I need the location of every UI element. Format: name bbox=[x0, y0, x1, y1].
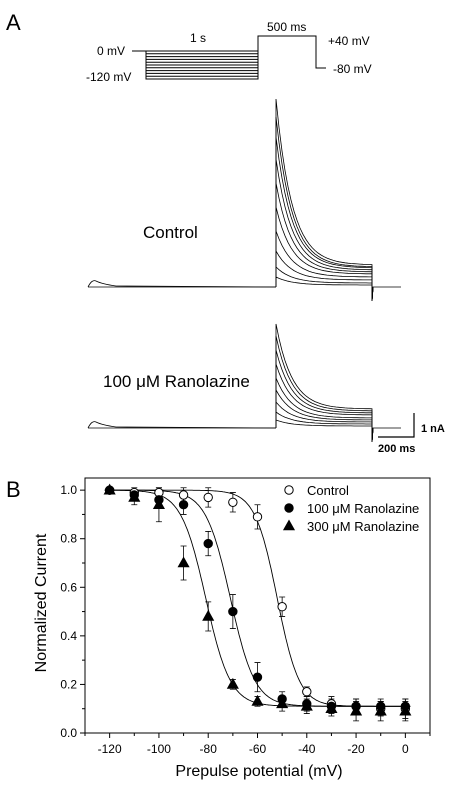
data-point bbox=[276, 697, 289, 709]
y-tick-label: 1.0 bbox=[60, 483, 77, 497]
current-trace bbox=[275, 182, 374, 302]
control-trace-label: Control bbox=[143, 223, 198, 242]
inactivation-chart: -120 -100 -80 -60 -40 -20 00.00.20.40.60.81.0 … bbox=[60, 477, 431, 756]
data-point bbox=[350, 704, 363, 716]
panel-a-label: A bbox=[6, 10, 21, 35]
current-trace bbox=[275, 206, 374, 302]
protocol-v-test-label: +40 mV bbox=[328, 34, 370, 48]
y-tick-label: 0.6 bbox=[60, 580, 77, 594]
legend-marker bbox=[282, 519, 296, 531]
scale-bar bbox=[378, 413, 415, 438]
x-tick-label: -60 bbox=[249, 742, 267, 756]
protocol-dur1-label: 1 s bbox=[190, 31, 206, 45]
legend-label: 300 μM Ranolazine bbox=[307, 519, 419, 534]
data-point bbox=[128, 490, 141, 502]
data-point bbox=[202, 609, 215, 621]
legend-marker bbox=[284, 503, 294, 513]
data-point bbox=[226, 677, 239, 689]
current-trace bbox=[275, 158, 374, 302]
x-tick-label: -20 bbox=[347, 742, 365, 756]
y-tick-label: 0.4 bbox=[60, 629, 77, 643]
chart-axes: -120 -100 -80 -60 -40 -20 0 0.0 0.2 0.4 0.6 0.8 1.0 bbox=[60, 477, 431, 756]
data-point bbox=[103, 483, 116, 495]
current-trace bbox=[275, 388, 374, 443]
protocol-v-hold-label: 0 mV bbox=[97, 44, 125, 58]
current-trace bbox=[275, 377, 374, 443]
legend-label: 100 μM Ranolazine bbox=[307, 501, 419, 516]
data-point bbox=[178, 500, 189, 510]
data-point bbox=[300, 699, 313, 711]
y-tick-label: 0.8 bbox=[60, 532, 77, 546]
x-tick-label: -100 bbox=[147, 742, 171, 756]
protocol-prepulse-steps bbox=[146, 50, 258, 80]
data-point bbox=[302, 687, 312, 697]
data-point bbox=[203, 492, 213, 503]
data-point bbox=[177, 556, 190, 568]
protocol-step-outline bbox=[132, 35, 326, 80]
current-trace bbox=[275, 276, 374, 302]
current-trace bbox=[275, 363, 374, 443]
current-trace bbox=[275, 116, 374, 302]
y-axis-label: Normalized Current bbox=[33, 533, 50, 672]
x-tick-label: 0 bbox=[402, 742, 409, 756]
legend-marker bbox=[284, 485, 294, 495]
y-tick-label: 0.0 bbox=[60, 726, 77, 740]
scale-bar-lines bbox=[378, 413, 415, 438]
data-point bbox=[374, 704, 387, 716]
data-point bbox=[252, 672, 263, 682]
current-trace bbox=[275, 323, 374, 443]
current-trace bbox=[275, 349, 374, 443]
y-tick-label: 0.2 bbox=[60, 677, 77, 691]
ranolazine-current-traces bbox=[87, 323, 401, 443]
panel-b-label: B bbox=[6, 477, 21, 502]
data-point bbox=[325, 702, 338, 714]
control-current-traces bbox=[87, 98, 401, 302]
legend-label: Control bbox=[307, 483, 349, 498]
protocol-v-min-label: -120 mV bbox=[86, 70, 131, 84]
chart-data-points bbox=[103, 483, 412, 722]
chart-legend: Control 100 μM Ranolazine 300 μM Ranolazin… bbox=[282, 483, 419, 534]
data-point bbox=[228, 606, 238, 617]
current-trace bbox=[275, 411, 374, 443]
scale-bar-current-label: 1 nA bbox=[421, 423, 445, 435]
data-point bbox=[251, 694, 264, 706]
protocol-dur2-label: 500 ms bbox=[267, 20, 306, 34]
current-trace bbox=[275, 419, 374, 443]
data-point bbox=[203, 538, 213, 549]
data-point bbox=[228, 497, 238, 507]
voltage-protocol bbox=[132, 35, 326, 80]
data-point bbox=[152, 498, 165, 510]
scale-bar-time-label: 200 ms bbox=[378, 443, 415, 455]
ranolazine-trace-label: 100 μM Ranolazine bbox=[103, 372, 250, 391]
data-point bbox=[252, 512, 263, 522]
x-axis-label: Prepulse potential (mV) bbox=[175, 763, 342, 780]
current-trace bbox=[275, 335, 374, 443]
current-trace bbox=[275, 400, 374, 443]
data-point bbox=[399, 704, 412, 716]
current-trace bbox=[275, 136, 374, 302]
current-trace bbox=[275, 266, 374, 302]
trace-prepulse-transient bbox=[87, 421, 277, 429]
current-trace bbox=[275, 98, 374, 302]
x-tick-label: -120 bbox=[98, 742, 122, 756]
x-tick-label: -40 bbox=[298, 742, 316, 756]
data-point bbox=[277, 602, 287, 612]
protocol-v-return-label: -80 mV bbox=[333, 62, 372, 76]
current-trace bbox=[275, 249, 374, 302]
current-trace bbox=[275, 230, 374, 302]
data-point bbox=[178, 490, 189, 500]
trace-prepulse-transient bbox=[87, 280, 277, 288]
x-tick-label: -80 bbox=[200, 742, 218, 756]
